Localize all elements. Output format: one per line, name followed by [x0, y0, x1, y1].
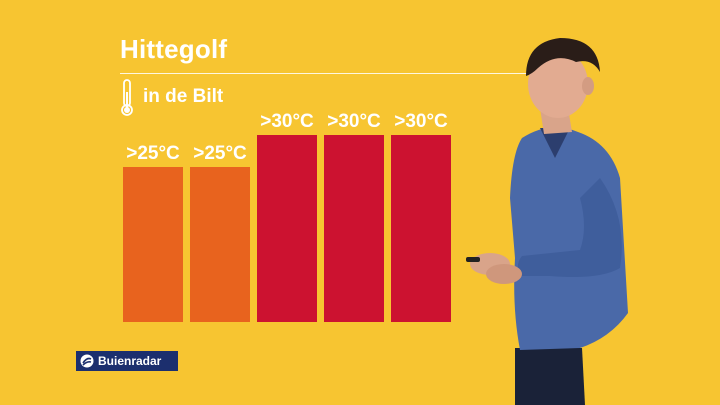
bar-label-4: >30°C — [327, 111, 381, 132]
chart-title: Hittegolf — [120, 34, 228, 64]
buienradar-logo: Buienradar — [76, 351, 178, 371]
bar-4 — [324, 135, 384, 322]
bar-1 — [123, 167, 183, 322]
presenter-figure — [466, 38, 628, 405]
bar-label-3: >30°C — [260, 111, 314, 132]
bar-label-5: >30°C — [394, 111, 448, 132]
bar-label-2: >25°C — [193, 143, 247, 164]
bar-3 — [257, 135, 317, 322]
bar-5 — [391, 135, 451, 322]
bar-label-1: >25°C — [126, 143, 180, 164]
chart-subtitle: in de Bilt — [143, 86, 224, 107]
thermometer-icon — [121, 79, 133, 116]
bar-2 — [190, 167, 250, 322]
title-divider — [120, 73, 540, 74]
brand-name: Buienradar — [98, 354, 162, 368]
buienradar-logo-icon — [80, 354, 94, 368]
